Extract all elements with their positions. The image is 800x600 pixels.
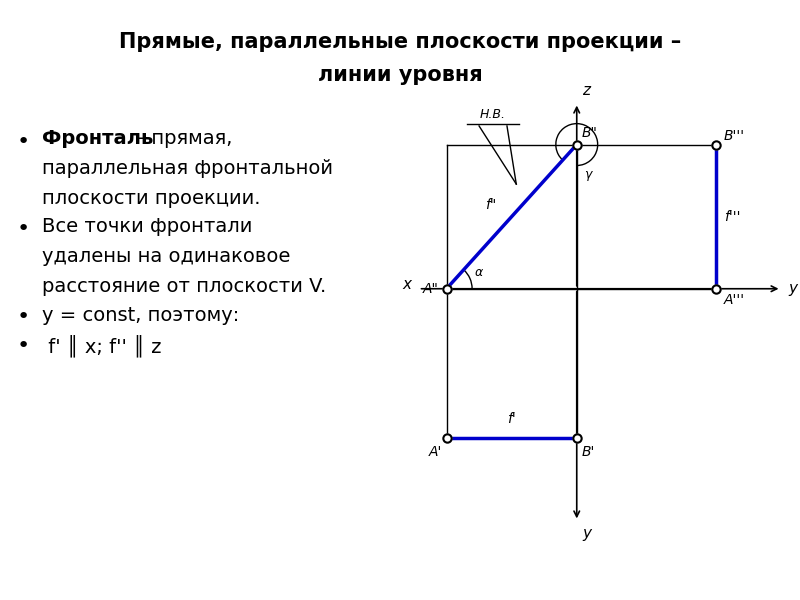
Text: B": B": [582, 126, 598, 140]
Text: f''': f''': [724, 209, 740, 224]
Text: f' ║ x; f'' ║ z: f' ║ x; f'' ║ z: [42, 334, 161, 357]
Text: •: •: [17, 132, 30, 152]
Text: B': B': [582, 445, 594, 459]
Text: удалены на одинаковое: удалены на одинаковое: [42, 247, 290, 266]
Text: плоскости проекции.: плоскости проекции.: [42, 189, 260, 208]
Text: •: •: [17, 336, 30, 356]
Text: расстояние от плоскости V.: расстояние от плоскости V.: [42, 277, 326, 296]
Text: z: z: [582, 83, 590, 98]
Text: y = const, поэтому:: y = const, поэтому:: [42, 306, 239, 325]
Text: A': A': [429, 445, 442, 459]
Text: параллельная фронтальной: параллельная фронтальной: [42, 159, 333, 178]
Text: f': f': [507, 412, 516, 427]
Text: A''': A''': [724, 293, 745, 307]
Text: Фронталь: Фронталь: [42, 129, 153, 148]
Text: •: •: [17, 219, 30, 239]
Text: A": A": [423, 282, 439, 296]
Text: •: •: [17, 307, 30, 327]
Text: α: α: [474, 266, 482, 280]
Text: Н.В.: Н.В.: [480, 109, 506, 121]
Text: y: y: [582, 526, 591, 541]
Text: – прямая,: – прямая,: [129, 129, 232, 148]
Text: f": f": [486, 198, 497, 212]
Text: y: y: [789, 281, 798, 296]
Text: B''': B''': [724, 128, 745, 143]
Text: Прямые, параллельные плоскости проекции –: Прямые, параллельные плоскости проекции …: [119, 32, 681, 52]
Text: Все точки фронтали: Все точки фронтали: [42, 217, 252, 236]
Text: x: x: [402, 277, 411, 292]
Text: линии уровня: линии уровня: [318, 65, 482, 85]
Text: γ: γ: [584, 168, 591, 181]
